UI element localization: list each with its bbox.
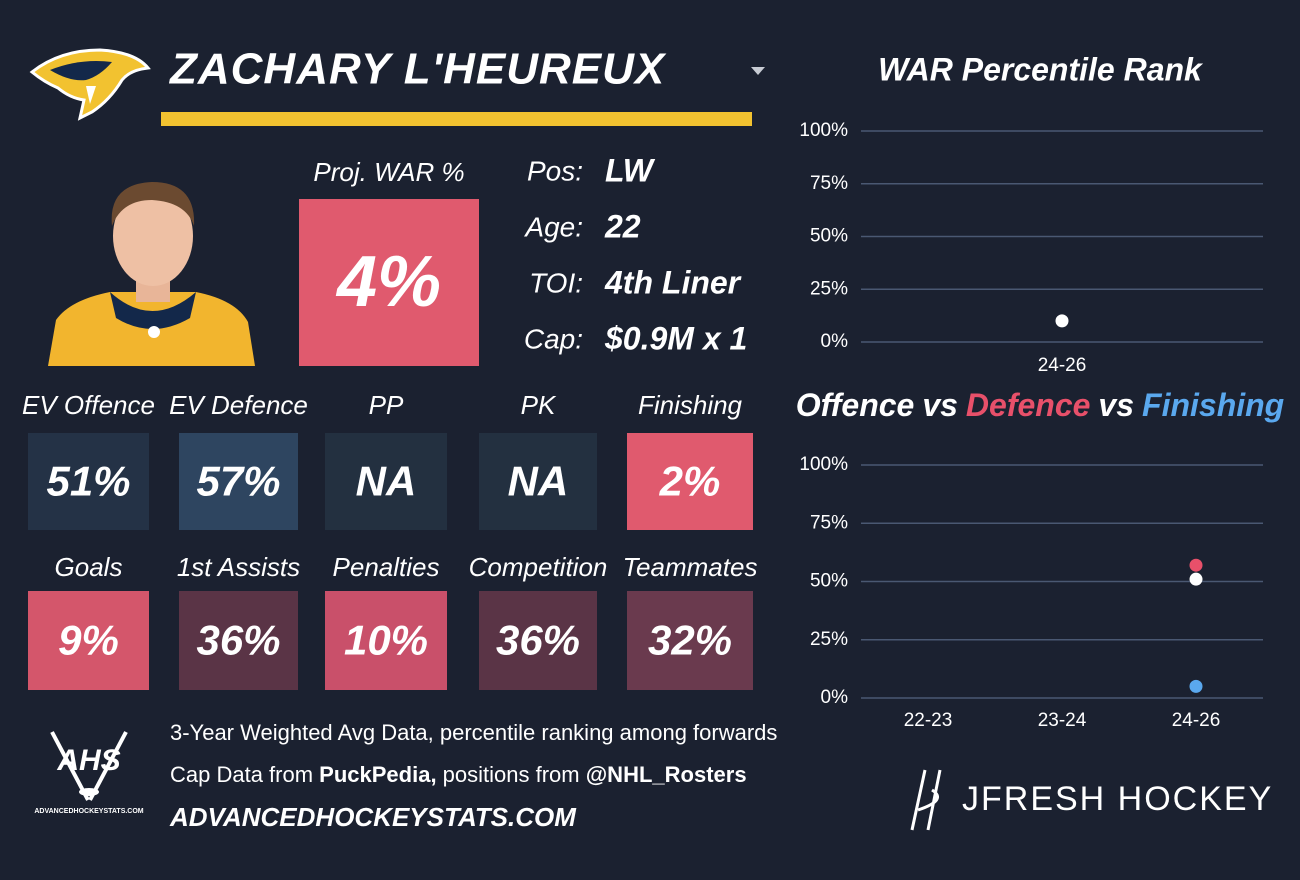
tile-value: 36%	[496, 617, 580, 664]
info-label: TOI:	[529, 267, 583, 298]
info-value: 22	[604, 208, 641, 244]
tile-box	[479, 433, 597, 530]
tile-value: NA	[508, 458, 569, 505]
tile-value: 9%	[58, 617, 119, 664]
tile-value: 57%	[196, 458, 280, 505]
name-underline	[161, 112, 752, 126]
footer-note: 3-Year Weighted Avg Data, percentile ran…	[170, 720, 777, 745]
data-point	[1055, 314, 1069, 328]
info-label: Pos:	[527, 155, 583, 186]
tile-box	[479, 591, 597, 690]
legend-entry: Offence	[796, 387, 915, 423]
tile-box	[28, 433, 149, 530]
tile-value: 32%	[648, 617, 732, 664]
info-value: LW	[605, 152, 656, 188]
tile-box	[325, 433, 447, 530]
legend-entry: Finishing	[1142, 387, 1284, 423]
team-logo	[29, 48, 151, 121]
tile-value: 36%	[196, 617, 280, 664]
ahs-logo-text: AHS	[56, 744, 120, 777]
brand-name: JFRESH HOCKEY	[962, 780, 1273, 818]
data-point	[1189, 558, 1203, 572]
tile-box	[627, 591, 753, 690]
y-tick-label: 50%	[810, 226, 848, 247]
tile-label: Teammates	[623, 552, 758, 582]
x-tick-label: 24-26	[1172, 710, 1221, 731]
x-tick-label: 23-24	[1038, 710, 1087, 731]
tile-label: PK	[521, 390, 557, 420]
footer-source: Cap Data from PuckPedia, positions from …	[170, 762, 747, 787]
tile-box	[627, 433, 753, 530]
tile-value: 10%	[344, 617, 428, 664]
tile-label: EV Defence	[169, 390, 308, 420]
title-joiner: vs	[1098, 387, 1134, 423]
footer-source-part: positions from	[437, 762, 586, 787]
tile-label: EV Offence	[22, 390, 155, 420]
tile-value: 2%	[659, 458, 721, 505]
tile-label: 1st Assists	[177, 552, 300, 582]
x-tick-label: 24-26	[1038, 355, 1087, 376]
tile-value: NA	[356, 458, 417, 505]
y-tick-label: 0%	[821, 687, 849, 708]
info-value: $0.9M x 1	[604, 320, 747, 356]
tile-value: 51%	[46, 458, 130, 505]
tile-label: Goals	[55, 552, 123, 582]
info-label: Cap:	[524, 323, 583, 354]
y-tick-label: 50%	[810, 571, 848, 592]
proj-war-value: 4%	[335, 242, 441, 322]
tile-box	[325, 591, 447, 690]
dropdown-toggle[interactable]	[751, 67, 765, 75]
tile-label: Finishing	[638, 390, 743, 420]
footer-source-part: Cap Data from	[170, 762, 319, 787]
y-tick-label: 75%	[810, 173, 848, 194]
info-label: Age:	[523, 211, 583, 242]
ahs-logo-subtext: ADVANCEDHOCKEYSTATS.COM	[34, 808, 143, 815]
info-value: 4th Liner	[604, 264, 742, 300]
player-name: ZACHARY L'HEUREUX	[168, 45, 667, 94]
tile-box	[179, 433, 298, 530]
player-headshot	[48, 182, 255, 366]
chart-title: Offence vs Defence vs Finishing	[796, 387, 1284, 423]
y-tick-label: 75%	[810, 512, 848, 533]
data-point	[1189, 679, 1203, 693]
footer-source-part: @NHL_Rosters	[586, 762, 747, 787]
jfresh-logo	[910, 769, 942, 831]
legend-entry: Defence	[966, 387, 1091, 423]
tile-label: Penalties	[333, 552, 440, 582]
y-tick-label: 100%	[799, 120, 848, 141]
ahs-logo	[50, 731, 128, 801]
y-tick-label: 25%	[810, 629, 848, 650]
tile-label: Competition	[469, 552, 608, 582]
proj-war-box	[299, 199, 479, 366]
tile-box	[28, 591, 149, 690]
data-point	[1189, 572, 1203, 586]
footer-source-part: PuckPedia,	[319, 762, 436, 787]
footer-site: ADVANCEDHOCKEYSTATS.COM	[169, 802, 577, 832]
y-tick-label: 100%	[799, 454, 848, 475]
tile-label: PP	[369, 390, 404, 420]
proj-war-label: Proj. WAR %	[313, 157, 464, 187]
tile-box	[179, 591, 298, 690]
y-tick-label: 25%	[810, 278, 848, 299]
title-joiner: vs	[922, 387, 958, 423]
x-tick-label: 22-23	[904, 710, 953, 731]
y-tick-label: 0%	[821, 331, 849, 352]
chart-title: WAR Percentile Rank	[878, 51, 1204, 87]
